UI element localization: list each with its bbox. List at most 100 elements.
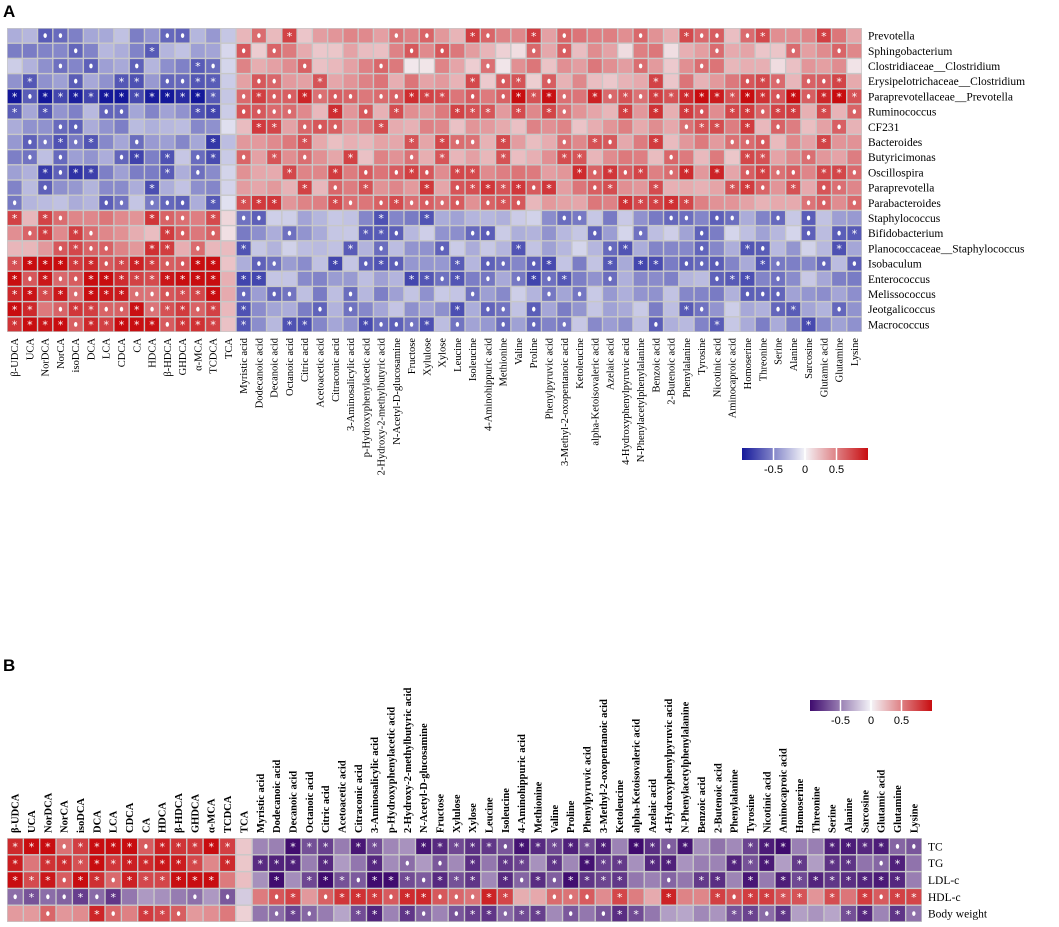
col-label-aminocaproic-acid: Aminocaproic acid (728, 337, 739, 418)
heatmap-cell (68, 89, 83, 104)
significance-star: * (42, 319, 48, 332)
heatmap-cell (389, 59, 404, 73)
heatmap-cell (755, 271, 770, 286)
heatmap-cell (221, 43, 236, 58)
heatmap-cell (603, 317, 618, 332)
heatmap-cell (759, 855, 775, 871)
significance-star: * (577, 151, 583, 164)
significance-star: * (764, 891, 770, 904)
significance-star: * (271, 197, 277, 210)
col-label-cdca: CDCA (117, 338, 128, 368)
significance-star: * (192, 857, 198, 870)
col-label-tyrosine: Tyrosine (697, 338, 708, 375)
heatmap-cell (832, 287, 847, 301)
heatmap-cell (22, 287, 37, 301)
significance-star: * (821, 167, 827, 180)
significance-dot (552, 894, 557, 900)
significance-star: * (42, 212, 48, 225)
heatmap-cell (816, 59, 831, 73)
significance-star: * (58, 319, 64, 332)
significance-star: * (650, 857, 656, 870)
significance-dot (569, 894, 573, 900)
heatmap-cell (190, 256, 205, 271)
significance-dot (822, 200, 826, 206)
significance-star: * (745, 91, 751, 104)
heatmap-cell (824, 838, 840, 855)
significance-dot (394, 230, 399, 236)
row-label-bifidobacterium: Bifidobacterium (868, 228, 943, 240)
heatmap-cell (343, 150, 358, 165)
heatmap-cell (285, 905, 301, 922)
heatmap-cell (343, 226, 358, 241)
significance-star: * (208, 841, 214, 854)
significance-star: * (29, 841, 35, 854)
significance-dot (638, 94, 643, 99)
significance-dot (176, 911, 181, 916)
heatmap-cell (175, 302, 190, 317)
heatmap-cell (122, 838, 138, 855)
heatmap-cell (343, 43, 358, 58)
heatmap-cell (755, 28, 770, 43)
significance-star: * (42, 91, 48, 104)
heatmap-cell (742, 905, 758, 922)
significance-star: * (143, 908, 149, 921)
significance-dot (135, 63, 139, 69)
significance-star: * (607, 167, 613, 180)
heatmap-cell (841, 838, 856, 855)
heatmap-cell (236, 195, 251, 210)
heatmap-cell (7, 28, 22, 43)
heatmap-cell (465, 59, 480, 73)
significance-dot (585, 894, 589, 900)
heatmap-cell (374, 256, 388, 271)
heatmap-cell (481, 165, 495, 180)
significance-star: * (165, 91, 171, 104)
heatmap-cell (419, 89, 434, 104)
significance-star: * (731, 857, 737, 870)
significance-star: * (531, 273, 537, 286)
col-label-ghdca: GHDCA (178, 338, 189, 376)
significance-star: * (159, 857, 165, 870)
heatmap-cell (511, 211, 526, 225)
significance-star: * (503, 891, 509, 904)
col-label-tcdca: TCDCA (223, 795, 234, 833)
heatmap-cell (847, 150, 862, 165)
heatmap-cell (693, 872, 709, 888)
significance-star: * (519, 857, 525, 870)
significance-dot (241, 48, 246, 54)
significance-star: * (821, 106, 827, 119)
significance-star: * (103, 319, 109, 332)
heatmap-cell (633, 256, 648, 271)
significance-dot (318, 306, 322, 312)
heatmap-cell (203, 855, 219, 871)
significance-star: * (287, 30, 293, 43)
heatmap-cell (190, 195, 205, 210)
heatmap-cell (481, 317, 495, 332)
col-label-lysine: Lysine (909, 803, 920, 833)
significance-dot (211, 63, 215, 69)
heatmap-cell (267, 135, 282, 149)
heatmap-cell (816, 302, 831, 317)
heatmap-cell (171, 872, 187, 888)
significance-star: * (439, 91, 445, 104)
heatmap-cell (847, 119, 862, 134)
col-label-citraconic-acid: Citraconic acid (331, 337, 342, 402)
heatmap-cell (808, 889, 824, 905)
col-label-citric-acid: Citric acid (300, 337, 311, 382)
heatmap-cell (791, 855, 807, 871)
significance-star: * (274, 874, 280, 887)
significance-dot (119, 109, 124, 114)
significance-star: * (94, 908, 100, 921)
significance-dot (196, 246, 200, 251)
significance-dot (852, 261, 857, 266)
heatmap-cell (374, 302, 388, 317)
significance-star: * (617, 908, 623, 921)
heatmap-cell (343, 180, 358, 195)
row-label-clostridiaceae-clostridium: Clostridiaceae__Clostridium (868, 61, 1000, 73)
heatmap-cell (171, 838, 187, 855)
heatmap-cell (328, 28, 343, 43)
heatmap-cell (419, 119, 434, 134)
significance-star: * (323, 841, 329, 854)
significance-dot (58, 124, 63, 130)
heatmap-cell (679, 43, 694, 58)
heatmap-cell (496, 135, 511, 149)
